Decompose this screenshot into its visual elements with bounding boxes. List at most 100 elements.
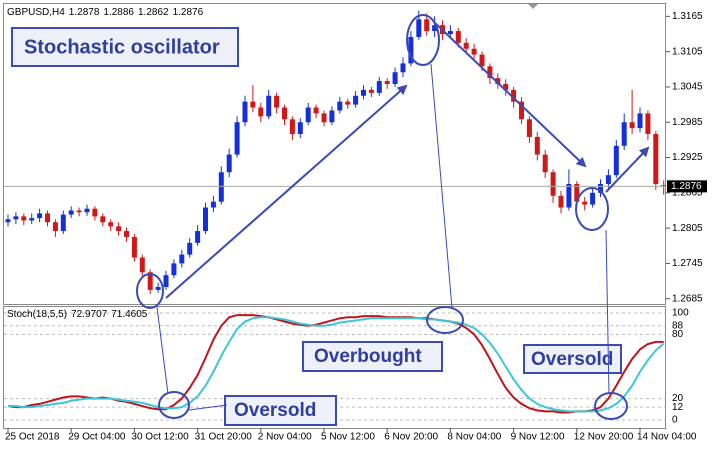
candle-body	[203, 207, 208, 232]
highlight-circle	[136, 273, 164, 309]
y-tick-label: 1.2865	[672, 187, 703, 198]
candle-body	[68, 210, 74, 215]
candle-body	[376, 81, 382, 93]
highlight-circle	[158, 391, 190, 419]
candle-body	[250, 101, 256, 108]
candle-body	[100, 216, 106, 223]
candle-body	[282, 107, 287, 120]
candle-body	[400, 63, 406, 73]
candle-body	[558, 195, 564, 208]
header-close: 1.2876	[173, 7, 204, 18]
candle-body	[124, 231, 129, 237]
candle-body	[289, 119, 295, 134]
y-tick-label: 20	[672, 393, 684, 404]
candle-body	[242, 101, 248, 123]
header-open: 1.2878	[69, 7, 100, 18]
candle-body	[392, 72, 398, 84]
x-tick-label: 12 Nov 20:00	[574, 432, 634, 443]
annotation: Oversold	[234, 400, 316, 421]
stoch-header: Stoch(18,5,5) 72.9707 71.4605	[7, 309, 148, 320]
y-tick-label: 1.3165	[672, 11, 703, 22]
y-tick-label: 80	[672, 329, 684, 340]
candle-body	[234, 122, 240, 155]
header-high: 1.2886	[103, 7, 134, 18]
annotation-box	[523, 344, 622, 374]
price-header: GBPUSD,H4 1.2878 1.2886 1.2862 1.2876	[7, 7, 204, 18]
candle-body	[637, 113, 643, 129]
candle-body	[210, 201, 216, 208]
highlight-circle	[406, 14, 440, 66]
x-tick-label: 2 Nov 04:00	[258, 432, 312, 443]
candle-body	[163, 275, 169, 287]
candle-body	[384, 81, 390, 84]
candle-body	[179, 254, 185, 264]
candle-body	[455, 31, 461, 43]
plot-layer: 1.2685 1.2745 1.2805 1.2865 1.2925 1.2985 1.30…	[4, 10, 707, 443]
candle-body	[226, 154, 232, 173]
candle-body	[171, 263, 177, 276]
candle-body	[116, 226, 122, 232]
highlight-circle	[575, 187, 609, 231]
y-tick-label: 0	[672, 415, 678, 426]
candle-body	[590, 192, 596, 205]
candle-body	[187, 242, 193, 255]
price-panel	[3, 3, 666, 305]
y-tick-label: 1.2745	[672, 258, 703, 269]
connector	[430, 63, 453, 309]
candle-body	[337, 101, 343, 111]
y-tick-label: 1.2925	[672, 152, 703, 163]
y-tick-label: 1.2685	[672, 293, 703, 304]
candle-body	[313, 107, 319, 114]
candle-body	[21, 216, 27, 221]
highlight-circle	[426, 306, 464, 334]
candle-body	[598, 184, 603, 193]
candle-body	[653, 134, 659, 184]
y-tick-label: 100	[672, 308, 689, 319]
x-tick-label: 31 Oct 20:00	[195, 432, 253, 443]
annotation: Stochastic oscillator	[24, 36, 220, 58]
candle-body	[503, 84, 509, 90]
candle-body	[605, 175, 611, 184]
y-tick-label: 88	[672, 320, 684, 331]
y-tick-label: 1.2985	[672, 117, 703, 128]
candle-body	[321, 113, 327, 123]
candle-body	[345, 101, 351, 105]
candle-body	[155, 286, 161, 290]
candle-body	[195, 231, 201, 243]
trend-arrow	[605, 146, 650, 193]
main-value: 72.9707	[71, 309, 108, 320]
candle-body	[550, 172, 556, 196]
highlight-circle	[594, 392, 628, 420]
header-low: 1.2862	[138, 7, 169, 18]
candle-body	[274, 95, 280, 108]
x-tick-label: 5 Nov 12:00	[321, 432, 375, 443]
candle-body	[661, 185, 667, 187]
annotation: Overbought	[314, 346, 422, 367]
stoch-panel	[3, 306, 666, 429]
candle-body	[621, 122, 627, 146]
candle-body	[60, 214, 66, 232]
current-price-label: 1.2876	[671, 181, 702, 192]
annotation-box	[224, 395, 337, 426]
stoch-line	[8, 316, 665, 413]
candle-body	[534, 136, 540, 155]
trend-arrow	[433, 21, 587, 168]
candle-body	[84, 208, 90, 213]
candle-body	[5, 219, 11, 223]
candle-body	[45, 213, 50, 223]
title-box	[11, 27, 239, 67]
x-tick-label: 30 Oct 12:00	[131, 432, 189, 443]
candle-body	[479, 54, 485, 67]
candle-body	[471, 48, 477, 55]
candle-body	[108, 222, 114, 227]
x-tick-label: 6 Nov 20:00	[384, 432, 438, 443]
candle-body	[353, 95, 359, 105]
x-tick-label: 29 Oct 04:00	[68, 432, 126, 443]
candle-body	[424, 19, 430, 32]
candle-body	[416, 19, 422, 37]
candle-body	[131, 236, 137, 258]
y-tick-label: 1.3045	[672, 82, 703, 93]
candle-body	[13, 216, 19, 220]
